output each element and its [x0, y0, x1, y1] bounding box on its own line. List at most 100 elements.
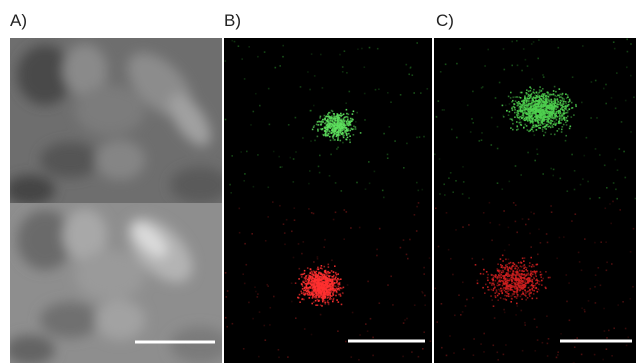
signal-dot: [539, 114, 542, 116]
signal-dot: [539, 274, 542, 276]
signal-dot: [346, 72, 348, 74]
signal-dot: [504, 267, 506, 270]
signal-dot: [547, 104, 549, 107]
signal-dot: [538, 289, 541, 292]
signal-dot: [523, 105, 526, 107]
signal-dot: [303, 328, 306, 330]
signal-dot: [327, 291, 330, 293]
signal-dot: [611, 355, 613, 357]
signal-dot: [345, 132, 348, 135]
signal-dot: [316, 286, 318, 289]
signal-dot: [319, 304, 322, 306]
signal-dot: [335, 117, 337, 120]
signal-dot: [331, 277, 333, 280]
signal-dot: [255, 290, 257, 293]
signal-dot: [555, 115, 557, 117]
signal-dot: [336, 120, 339, 123]
signal-dot: [493, 287, 495, 290]
signal-dot: [566, 190, 569, 192]
signal-dot: [541, 100, 543, 102]
signal-dot: [321, 120, 323, 122]
signal-dot: [587, 300, 590, 302]
signal-dot: [536, 339, 539, 341]
signal-dot: [309, 88, 311, 91]
signal-dot: [482, 286, 484, 289]
signal-dot: [530, 100, 532, 102]
signal-dot: [523, 257, 526, 259]
signal-dot: [455, 180, 457, 182]
signal-dot: [536, 263, 539, 266]
signal-dot: [312, 279, 314, 282]
signal-dot: [536, 270, 538, 273]
signal-dot: [329, 289, 332, 291]
signal-dot: [571, 220, 573, 222]
signal-dot: [563, 112, 566, 114]
signal-dot: [479, 272, 482, 275]
signal-dot: [536, 103, 539, 106]
signal-dot: [500, 276, 502, 279]
signal-dot: [332, 287, 334, 290]
signal-dot: [558, 88, 561, 90]
signal-dot: [550, 104, 553, 107]
signal-dot: [325, 287, 327, 290]
signal-dot: [332, 297, 335, 300]
signal-dot: [497, 299, 499, 301]
signal-dot: [326, 282, 328, 285]
signal-dot: [327, 292, 329, 295]
signal-dot: [399, 94, 402, 96]
signal-dot: [462, 226, 464, 228]
signal-dot: [257, 55, 259, 58]
signal-dot: [359, 334, 361, 336]
signal-dot: [517, 114, 520, 117]
signal-dot: [328, 175, 331, 177]
signal-dot: [512, 265, 514, 267]
signal-dot: [630, 74, 632, 77]
signal-dot: [345, 116, 347, 118]
signal-dot: [338, 289, 341, 291]
signal-dot: [527, 95, 530, 97]
signal-dot: [510, 127, 512, 129]
signal-dot: [496, 268, 499, 270]
signal-dot: [545, 233, 548, 235]
signal-dot: [513, 279, 516, 281]
signal-dot: [544, 102, 546, 104]
signal-dot: [543, 118, 546, 121]
signal-dot: [522, 107, 524, 110]
signal-dot: [526, 110, 529, 112]
signal-dot: [571, 107, 573, 109]
signal-dot: [534, 272, 537, 274]
signal-dot: [518, 121, 521, 124]
signal-dot: [505, 299, 508, 301]
signal-dot: [542, 106, 545, 109]
signal-dot: [364, 119, 366, 121]
signal-dot: [533, 265, 535, 268]
signal-dot: [315, 280, 318, 282]
signal-dot: [550, 93, 553, 96]
signal-dot: [332, 129, 335, 132]
signal-dot: [354, 128, 357, 130]
signal-dot: [464, 305, 467, 307]
signal-dot: [524, 324, 526, 326]
signal-dot: [333, 114, 335, 116]
signal-dot: [343, 209, 346, 211]
signal-dot: [346, 284, 349, 286]
signal-dot: [553, 102, 555, 104]
signal-dot: [326, 286, 329, 288]
signal-dot: [528, 286, 530, 289]
signal-dot: [441, 109, 444, 111]
signal-dot: [522, 104, 524, 106]
signal-dot: [499, 258, 502, 260]
signal-dot: [549, 111, 552, 113]
signal-dot: [525, 101, 528, 103]
signal-dot: [517, 272, 519, 274]
signal-dot: [520, 287, 522, 290]
signal-dot: [301, 298, 303, 301]
signal-dot: [580, 353, 583, 356]
signal-dot: [513, 284, 515, 287]
signal-dot: [511, 107, 513, 109]
signal-dot: [322, 121, 324, 123]
signal-dot: [545, 103, 548, 105]
signal-dot: [336, 291, 338, 294]
signal-dot: [543, 105, 545, 107]
signal-dot: [498, 270, 500, 272]
